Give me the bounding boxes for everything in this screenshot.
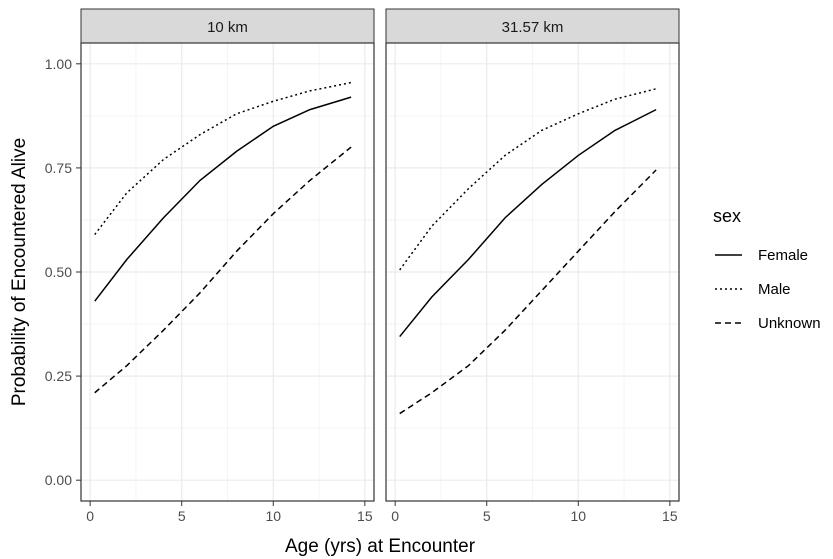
series-line-unknown bbox=[399, 169, 657, 415]
y-tick-label: 0.25 bbox=[45, 368, 72, 384]
panel-2-strip-label: 31.57 km bbox=[502, 19, 564, 36]
panel-1-strip bbox=[80, 8, 375, 44]
legend-label-female: Female bbox=[758, 247, 808, 264]
series-line-female bbox=[399, 108, 657, 338]
x-axis: 0 5 10 15 0 5 10 15 bbox=[86, 501, 678, 524]
x-tick-label: 0 bbox=[391, 508, 399, 524]
panel-31.57km: 31.57 km bbox=[385, 8, 680, 502]
y-axis-title: Probability of Encountered Alive bbox=[9, 138, 30, 406]
series-line-female bbox=[94, 96, 352, 302]
y-axis: 0.00 0.25 0.50 0.75 1.00 bbox=[45, 56, 81, 488]
series-line-male bbox=[94, 81, 352, 235]
x-tick-label: 10 bbox=[570, 508, 586, 524]
y-tick-label: 0.75 bbox=[45, 160, 72, 176]
x-tick-label: 15 bbox=[662, 508, 678, 524]
x-tick-label: 0 bbox=[86, 508, 94, 524]
y-tick-label: 0.50 bbox=[45, 264, 72, 280]
panel-2-strip bbox=[385, 8, 680, 44]
legend: sex Female Male Unknown bbox=[713, 206, 821, 332]
series-line-unknown bbox=[94, 146, 352, 394]
x-tick-label: 10 bbox=[265, 508, 281, 524]
legend-title: sex bbox=[713, 206, 741, 226]
legend-label-unknown: Unknown bbox=[758, 315, 821, 332]
y-tick-label: 1.00 bbox=[45, 56, 72, 72]
x-tick-label: 15 bbox=[357, 508, 373, 524]
y-tick-label: 0.00 bbox=[45, 472, 72, 488]
panel-2-border bbox=[385, 42, 680, 502]
x-tick-label: 5 bbox=[178, 508, 186, 524]
legend-label-male: Male bbox=[758, 281, 791, 298]
x-tick-label: 5 bbox=[483, 508, 491, 524]
panel-1-strip-label: 10 km bbox=[207, 19, 248, 36]
x-axis-title: Age (yrs) at Encounter bbox=[285, 536, 476, 557]
